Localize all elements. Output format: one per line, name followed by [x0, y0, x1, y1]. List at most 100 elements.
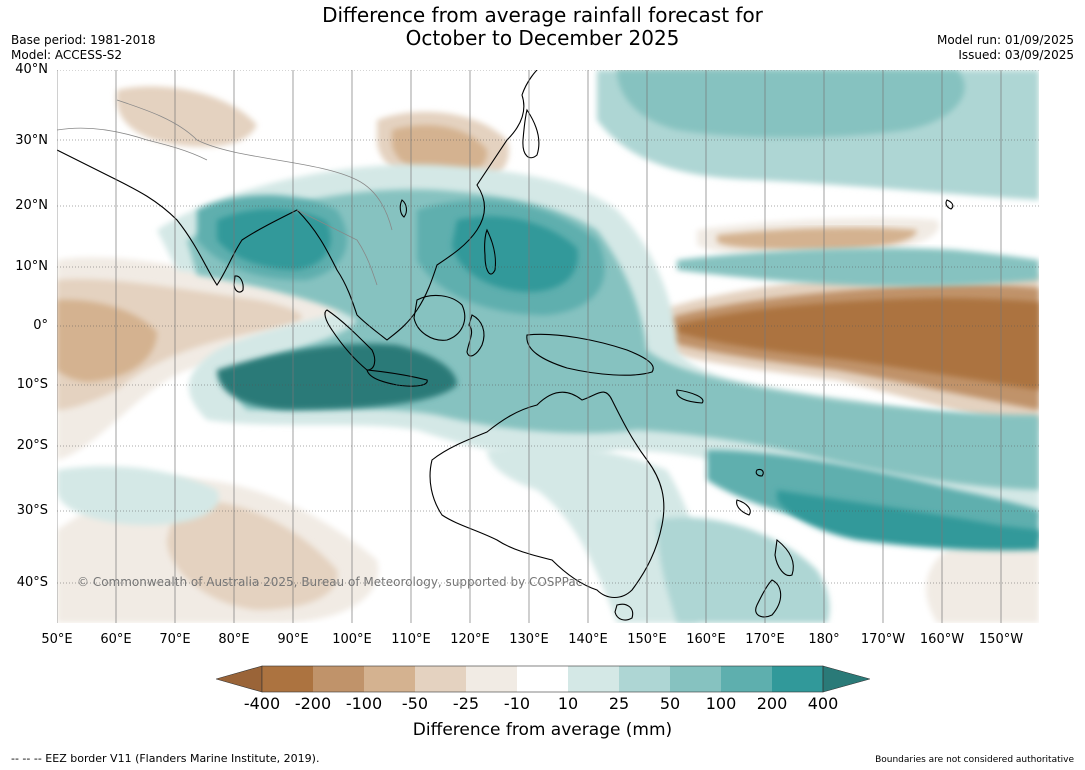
lat-label: 20°N: [15, 198, 48, 213]
coastline-hawaii: [945, 199, 954, 210]
wet-zone-n-pacific-top-inner: [617, 70, 965, 138]
colorbar-swatch: [262, 666, 313, 692]
dry-zone-central-asia: [116, 86, 257, 147]
colorbar-swatch: [619, 666, 670, 692]
lat-label: 10°S: [16, 377, 48, 392]
colorbar-swatch: [517, 666, 568, 692]
colorbar-swatch: [364, 666, 415, 692]
meta-right: Model run: 01/09/2025 Issued: 03/09/2025: [937, 33, 1074, 63]
border-central-asia: [57, 127, 208, 161]
wet-zone-tasman: [657, 517, 830, 623]
lon-label: 140°E: [568, 632, 608, 647]
colorbar-swatch: [670, 666, 721, 692]
coastline-java: [366, 369, 428, 387]
lat-label: 40°N: [15, 62, 48, 77]
graticule-meridians: [57, 70, 1002, 623]
coastline-new-guinea: [526, 333, 654, 376]
colorbar-tick: 10: [557, 694, 579, 713]
eez-legend-text: -- -- -- EEZ border V11 (Flanders Marine…: [11, 752, 320, 765]
coastline-philippines: [484, 228, 496, 275]
map-title-line2: October to December 2025: [405, 26, 680, 50]
dry-zone-w-indian-ocean-core: [57, 299, 157, 382]
lon-label: 60°E: [100, 632, 132, 647]
coastline-borneo: [413, 294, 466, 341]
coastline-australia: [429, 391, 665, 599]
model-run-text: Model run: 01/09/2025: [936, 33, 1074, 47]
map-title-line1: Difference from average rainfall forecas…: [322, 3, 763, 27]
colorbar-swatch: [822, 665, 870, 693]
wet-zone-philippines-core: [452, 216, 578, 292]
map-title: Difference from average rainfall forecas…: [0, 4, 1085, 50]
colorbar-tick: -100: [345, 694, 383, 713]
lon-label: 130°E: [509, 632, 549, 647]
meta-left: Base period: 1981-2018 Model: ACCESS-S2: [11, 33, 156, 63]
colorbar-tick: -50: [401, 694, 429, 713]
rainfall-map: © Commonwealth of Australia 2025, Bureau…: [57, 70, 1039, 623]
wet-zone-maritime-continent-core: [217, 343, 457, 410]
lat-label: 40°S: [16, 575, 48, 590]
lon-label: 110°E: [391, 632, 431, 647]
copyright-text: © Commonwealth of Australia 2025, Bureau…: [77, 575, 582, 589]
coastline-new-zealand-south: [755, 579, 782, 618]
border-se-asia: [296, 209, 378, 286]
base-period-text: Base period: 1981-2018: [11, 33, 156, 47]
colorbar: [216, 665, 870, 693]
rainfall-map-canvas: © Commonwealth of Australia 2025, Bureau…: [57, 70, 1039, 623]
colorbar-swatch: [466, 666, 517, 692]
lat-label: 20°S: [16, 438, 48, 453]
lon-label: 90°E: [277, 632, 309, 647]
coastline-japan: [522, 108, 540, 159]
lon-label: 70°E: [159, 632, 191, 647]
lon-label: 160°W: [919, 632, 965, 647]
coastline-new-caledonia: [736, 499, 751, 516]
lon-label: 170°E: [745, 632, 785, 647]
lat-label: 30°N: [15, 133, 48, 148]
colorbar-frame: [261, 665, 824, 693]
colorbar-swatch: [772, 666, 823, 692]
dry-zone-east-asia-inner: [392, 125, 488, 177]
lon-label: 100°E: [332, 632, 372, 647]
dry-zone-s-pacific-east: [926, 540, 1039, 623]
coastline-solomons: [676, 389, 704, 404]
dry-zone-n-pacific-inner: [717, 227, 917, 250]
lon-label: 120°E: [450, 632, 490, 647]
coastline-asia: [57, 70, 538, 341]
issued-text: Issued: 03/09/2025: [958, 48, 1074, 62]
colorbar-tick: -25: [452, 694, 480, 713]
boundaries-disclaimer: Boundaries are not considered authoritat…: [875, 755, 1074, 765]
lat-label: 30°S: [16, 503, 48, 518]
lon-label: 50°E: [41, 632, 73, 647]
colorbar-tick: -400: [243, 694, 281, 713]
colorbar-tick: -200: [294, 694, 332, 713]
wet-zone-bay-of-bengal-inner: [217, 208, 331, 270]
coastline-taiwan: [399, 199, 407, 218]
lat-label: 0°: [33, 318, 48, 333]
lon-label: 150°W: [978, 632, 1024, 647]
colorbar-swatch: [216, 665, 263, 693]
lon-label: 180°: [808, 632, 840, 647]
lon-label: 80°E: [218, 632, 250, 647]
wet-zone-s-pacific-deep: [777, 490, 1039, 551]
coastline-sri-lanka: [233, 275, 244, 293]
coastlines: [57, 70, 954, 621]
model-text: Model: ACCESS-S2: [11, 48, 123, 62]
colorbar-swatch: [415, 666, 466, 692]
colorbar-tick: -10: [503, 694, 531, 713]
coastline-fiji: [755, 468, 764, 477]
colorbar-title: Difference from average (mm): [412, 720, 673, 740]
colorbar-swatch: [721, 666, 772, 692]
dry-zone-e-pacific-core: [677, 298, 1039, 390]
colorbar-tick: 100: [705, 694, 737, 713]
wet-zone-maritime-continent-inner: [187, 189, 1039, 490]
wet-zone-s-indian-faint: [57, 466, 219, 525]
lon-label: 150°E: [627, 632, 667, 647]
colorbar-tick: 400: [807, 694, 839, 713]
colorbar-swatch: [568, 666, 619, 692]
colorbar-tick: 25: [608, 694, 630, 713]
colorbar-tick: 200: [756, 694, 788, 713]
lon-label: 170°W: [860, 632, 906, 647]
coastline-new-zealand-north: [774, 538, 794, 577]
lon-label: 160°E: [686, 632, 726, 647]
coastline-sulawesi: [466, 314, 485, 357]
colorbar-swatch: [313, 666, 364, 692]
